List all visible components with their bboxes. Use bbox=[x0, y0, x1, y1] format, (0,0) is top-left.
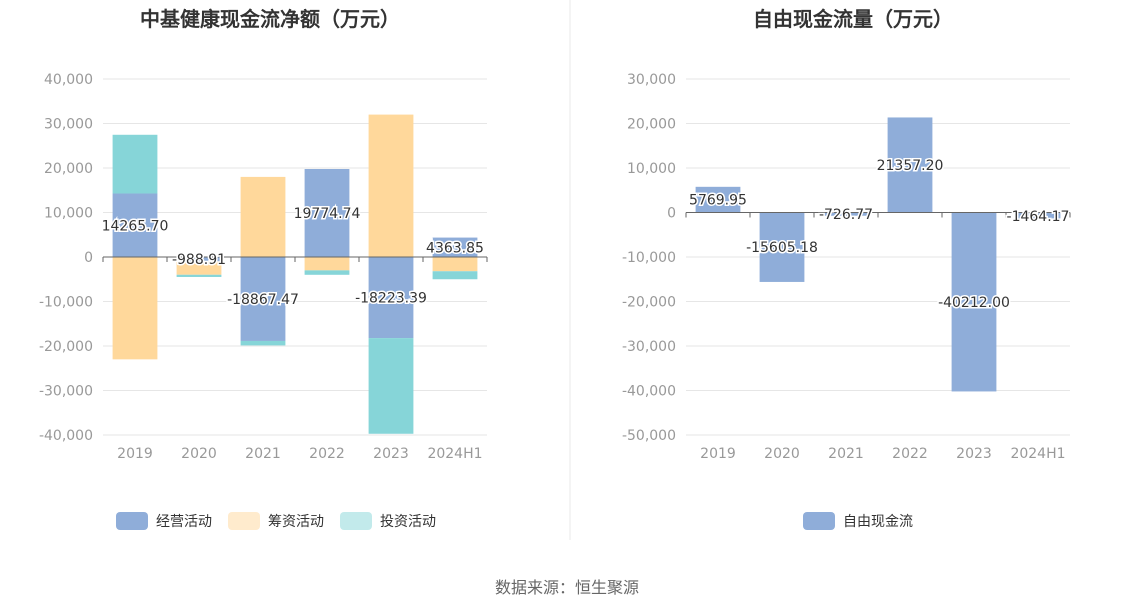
legend-label: 筹资活动 bbox=[268, 513, 324, 530]
data-label: 19774.74 bbox=[294, 206, 361, 222]
y-tick-label: 10,000 bbox=[627, 161, 676, 177]
legend-swatch bbox=[116, 512, 148, 530]
y-tick-label: -20,000 bbox=[39, 339, 93, 355]
data-source-note: 数据来源：恒生聚源 bbox=[495, 578, 639, 597]
y-tick-label: 30,000 bbox=[627, 72, 676, 88]
bar-投资活动-2023 bbox=[369, 338, 414, 434]
bar-投资活动-2022 bbox=[305, 270, 350, 274]
legend-label: 经营活动 bbox=[156, 514, 212, 530]
x-tick-label: 2024H1 bbox=[427, 446, 482, 462]
data-label: -726.77 bbox=[819, 207, 873, 223]
y-tick-label: 0 bbox=[667, 206, 676, 222]
x-tick-label: 2019 bbox=[117, 446, 153, 462]
legend-swatch bbox=[340, 512, 372, 530]
x-tick-label: 2023 bbox=[956, 446, 992, 462]
chart-page: 中基健康现金流净额（万元） 40,000 30,000 20,000 10,000 0 -… bbox=[0, 0, 1134, 612]
x-tick-label: 2019 bbox=[700, 446, 736, 462]
x-tick-label: 2020 bbox=[764, 446, 800, 462]
y-tick-label: -30,000 bbox=[622, 339, 676, 355]
y-tick-label: 40,000 bbox=[44, 72, 93, 88]
y-tick-label: 0 bbox=[84, 250, 93, 266]
bar-筹资活动-2024H1 bbox=[433, 257, 478, 271]
y-tick-label: -40,000 bbox=[622, 384, 676, 400]
chart-canvas: 中基健康现金流净额（万元） 40,000 30,000 20,000 10,000 0 -… bbox=[0, 0, 1134, 612]
y-tick-label: -50,000 bbox=[622, 428, 676, 444]
x-tick-label: 2021 bbox=[828, 446, 864, 462]
y-tick-label: 10,000 bbox=[44, 206, 93, 222]
free-cash-flow-chart: 自由现金流量（万元） 30,000 20,000 10,000 0 -10,000 -20… bbox=[622, 7, 1070, 530]
y-tick-label: 20,000 bbox=[44, 161, 93, 177]
legend-label: 投资活动 bbox=[380, 514, 436, 530]
data-label: 4363.85 bbox=[426, 240, 484, 256]
cash-flow-net-chart: 中基健康现金流净额（万元） 40,000 30,000 20,000 10,000 0 -… bbox=[39, 7, 487, 530]
x-tick-label: 2022 bbox=[892, 446, 928, 462]
x-tick-label: 2023 bbox=[373, 446, 409, 462]
bar-筹资活动-2022 bbox=[305, 257, 350, 270]
data-label: 14265.70 bbox=[102, 218, 169, 234]
legend-swatch bbox=[228, 512, 260, 530]
data-label: -40212.00 bbox=[938, 295, 1010, 311]
data-label: -15605.18 bbox=[746, 240, 818, 256]
x-tick-label: 2021 bbox=[245, 446, 281, 462]
bar-筹资活动-2023 bbox=[369, 115, 414, 257]
x-tick-label: 2024H1 bbox=[1010, 446, 1065, 462]
bar-投资活动-2020 bbox=[177, 275, 222, 277]
y-tick-label: -10,000 bbox=[622, 250, 676, 266]
bar-投资活动-2019 bbox=[113, 135, 158, 194]
data-label: -18867.47 bbox=[227, 292, 299, 308]
bar-投资活动-2024H1 bbox=[433, 271, 478, 279]
y-tick-label: 30,000 bbox=[44, 117, 93, 133]
legend-swatch bbox=[803, 512, 835, 530]
bar-投资活动-2021 bbox=[241, 341, 286, 345]
bar-筹资活动-2021 bbox=[241, 177, 286, 257]
y-tick-label: 20,000 bbox=[627, 117, 676, 133]
legend-label: 自由现金流 bbox=[843, 514, 913, 530]
free-cash-flow-chart-title: 自由现金流量（万元） bbox=[753, 7, 953, 31]
y-tick-label: -20,000 bbox=[622, 295, 676, 311]
data-label: -988.91 bbox=[172, 252, 226, 268]
y-tick-label: -10,000 bbox=[39, 295, 93, 311]
data-label: 5769.95 bbox=[689, 193, 747, 209]
x-tick-label: 2022 bbox=[309, 446, 345, 462]
y-tick-label: -30,000 bbox=[39, 384, 93, 400]
data-label: 21357.20 bbox=[877, 158, 944, 174]
data-label: -18223.39 bbox=[355, 291, 427, 307]
y-tick-label: -40,000 bbox=[39, 428, 93, 444]
bar-筹资活动-2019 bbox=[113, 257, 158, 359]
data-label: -1464.17 bbox=[1007, 209, 1070, 225]
cash-flow-net-chart-title: 中基健康现金流净额（万元） bbox=[140, 7, 400, 31]
x-tick-label: 2020 bbox=[181, 446, 217, 462]
